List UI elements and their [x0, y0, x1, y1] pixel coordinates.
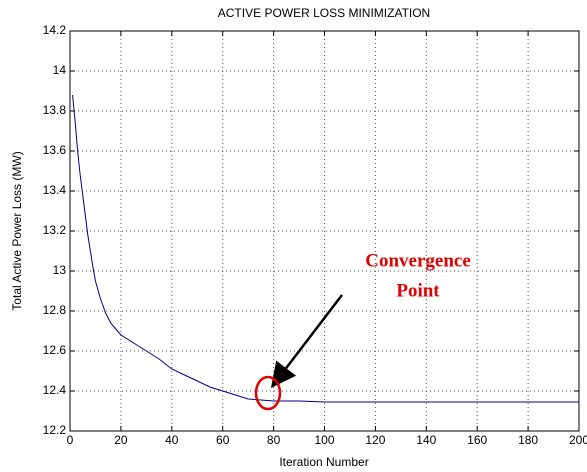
y-axis-label: Total Active Power Loss (MW) — [10, 151, 24, 310]
x-tick-label: 200 — [569, 433, 587, 447]
annotation-arrow — [270, 294, 343, 388]
x-tick-label: 100 — [314, 433, 334, 447]
y-tick-label: 12.2 — [43, 423, 67, 437]
x-tick-label: 80 — [267, 433, 281, 447]
x-axis-label: Iteration Number — [279, 455, 368, 469]
convergence-circle — [254, 375, 282, 411]
x-tick-label: 0 — [67, 433, 74, 447]
x-tick-label: 20 — [114, 433, 128, 447]
y-tick-label: 12.4 — [43, 383, 67, 397]
y-tick-label: 13.4 — [43, 183, 67, 197]
plot-area — [69, 30, 580, 432]
x-tick-label: 140 — [416, 433, 436, 447]
y-tick-label: 12.8 — [43, 303, 67, 317]
x-tick-label: 60 — [216, 433, 230, 447]
x-tick-label: 120 — [365, 433, 385, 447]
y-tick-label: 13.2 — [43, 223, 67, 237]
y-tick-label: 14 — [53, 63, 67, 77]
y-tick-label: 13.6 — [43, 143, 67, 157]
data-line — [72, 94, 579, 403]
x-tick-label: 40 — [165, 433, 179, 447]
annotation: Convergence — [365, 250, 471, 271]
y-tick-label: 14.2 — [43, 23, 67, 37]
x-tick-label: 180 — [518, 433, 538, 447]
annotation: Point — [396, 280, 440, 301]
chart-title: ACTIVE POWER LOSS MINIMIZATION — [218, 6, 430, 20]
y-tick-label: 12.6 — [43, 343, 67, 357]
y-tick-label: 13.8 — [43, 103, 67, 117]
y-tick-label: 13 — [53, 263, 67, 277]
x-tick-label: 160 — [467, 433, 487, 447]
